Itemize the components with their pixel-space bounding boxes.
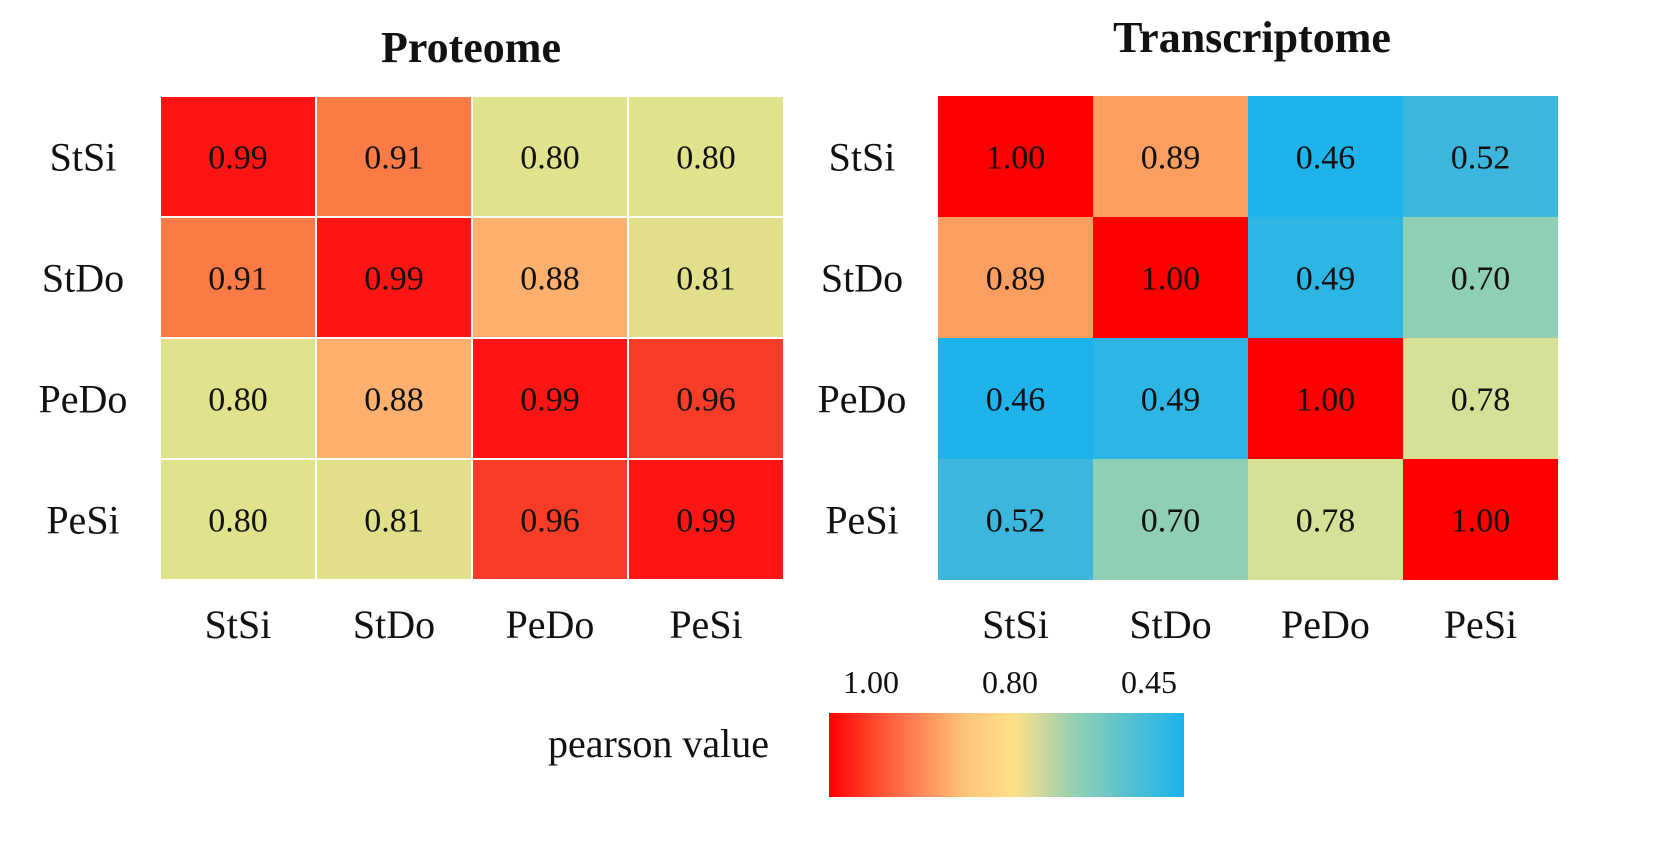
- transcriptome-cell-label: 0.52: [1451, 140, 1511, 177]
- transcriptome-cell-label: 0.70: [1141, 503, 1201, 540]
- transcriptome-cell-stdo-pedo: [1248, 217, 1403, 338]
- proteome-row-label-pedo: PeDo: [39, 377, 128, 422]
- transcriptome-cell-label: 1.00: [1296, 382, 1356, 419]
- transcriptome-cell-label: 0.46: [1296, 140, 1356, 177]
- transcriptome-cell-pesi-stdo: [1093, 459, 1248, 580]
- transcriptome-col-label-pesi: PeSi: [1444, 602, 1517, 647]
- transcriptome-cell-pedo-pesi: [1403, 338, 1558, 459]
- proteome-col-label-pesi: PeSi: [669, 602, 742, 647]
- colorbar-legend: pearson value 1.00 0.80 0.45: [548, 664, 1184, 797]
- transcriptome-col-label-stdo: StDo: [1129, 602, 1211, 647]
- transcriptome-cell-label: 0.70: [1451, 261, 1511, 298]
- transcriptome-row-label-stsi: StSi: [829, 135, 896, 180]
- transcriptome-cell-pesi-stsi: [938, 459, 1093, 580]
- proteome-cell-stsi-pesi: [627, 95, 785, 218]
- proteome-cell-stsi-stsi: [159, 95, 317, 218]
- proteome-cell-label: 0.88: [364, 382, 424, 419]
- colorbar: [829, 713, 1184, 797]
- transcriptome-cell-label: 0.78: [1296, 503, 1356, 540]
- proteome-cell-label: 0.91: [364, 140, 424, 177]
- transcriptome-cell-label: 0.46: [986, 382, 1046, 419]
- proteome-row-label-stsi: StSi: [50, 135, 117, 180]
- proteome-cell-label: 0.99: [208, 140, 268, 177]
- transcriptome-heatmap: Transcriptome 1.00 0.89 0.46 0.52 StSi 0.89 1.…: [818, 13, 1558, 647]
- legend-title: pearson value: [548, 721, 769, 766]
- legend-tick-0-45: 0.45: [1121, 664, 1177, 700]
- proteome-cell-label: 0.81: [676, 261, 736, 298]
- proteome-cell-pesi-stdo: [315, 458, 473, 581]
- proteome-cell-stdo-stdo: [315, 216, 473, 339]
- transcriptome-col-label-pedo: PeDo: [1281, 602, 1370, 647]
- proteome-cell-label: 0.99: [676, 503, 736, 540]
- transcriptome-cell-stsi-pedo: [1248, 96, 1403, 217]
- transcriptome-col-label-stsi: StSi: [982, 602, 1049, 647]
- transcriptome-cell-label: 0.52: [986, 503, 1046, 540]
- transcriptome-cell-pesi-pesi: [1403, 459, 1558, 580]
- proteome-cell-pedo-pesi: [627, 337, 785, 460]
- transcriptome-cell-label: 1.00: [1451, 503, 1511, 540]
- proteome-cell-stdo-pesi: [627, 216, 785, 339]
- proteome-cell-pedo-stdo: [315, 337, 473, 460]
- proteome-cell-label: 0.80: [208, 503, 268, 540]
- transcriptome-cell-pedo-stdo: [1093, 338, 1248, 459]
- transcriptome-row-label-stdo: StDo: [821, 256, 903, 301]
- proteome-cell-label: 0.80: [520, 140, 580, 177]
- proteome-cell-label: 0.88: [520, 261, 580, 298]
- legend-tick-0-80: 0.80: [982, 664, 1038, 700]
- proteome-heatmap: Proteome 0.99 0.91 0.80 0.80 StSi 0.91 0.99 0.8…: [39, 23, 785, 647]
- proteome-col-label-pedo: PeDo: [506, 602, 595, 647]
- proteome-cell-pesi-stsi: [159, 458, 317, 581]
- proteome-cell-label: 0.80: [676, 140, 736, 177]
- transcriptome-cell-pedo-pedo: [1248, 338, 1403, 459]
- proteome-cell-stsi-pedo: [471, 95, 629, 218]
- proteome-cell-label: 0.81: [364, 503, 424, 540]
- transcriptome-cell-stsi-stsi: [938, 96, 1093, 217]
- transcriptome-cell-stdo-pesi: [1403, 217, 1558, 338]
- proteome-title: Proteome: [381, 23, 561, 72]
- transcriptome-cell-stsi-stdo: [1093, 96, 1248, 217]
- transcriptome-row-label-pedo: PeDo: [818, 377, 907, 422]
- transcriptome-cell-pesi-pedo: [1248, 459, 1403, 580]
- transcriptome-cell-label: 1.00: [986, 140, 1046, 177]
- proteome-row-label-pesi: PeSi: [46, 498, 119, 543]
- proteome-cell-pesi-pesi: [627, 458, 785, 581]
- proteome-row-label-stdo: StDo: [42, 256, 124, 301]
- transcriptome-cell-stdo-stdo: [1093, 217, 1248, 338]
- proteome-col-label-stsi: StSi: [205, 602, 272, 647]
- transcriptome-cell-label: 0.78: [1451, 382, 1511, 419]
- transcriptome-cell-stsi-pesi: [1403, 96, 1558, 217]
- transcriptome-cell-label: 0.49: [1141, 382, 1201, 419]
- proteome-cell-label: 0.96: [676, 382, 736, 419]
- legend-tick-1-00: 1.00: [843, 664, 899, 700]
- proteome-col-label-stdo: StDo: [353, 602, 435, 647]
- proteome-cell-label: 0.99: [364, 261, 424, 298]
- proteome-cell-label: 0.99: [520, 382, 580, 419]
- proteome-cell-label: 0.91: [208, 261, 268, 298]
- proteome-cell-label: 0.96: [520, 503, 580, 540]
- transcriptome-cell-label: 0.49: [1296, 261, 1356, 298]
- transcriptome-title: Transcriptome: [1113, 13, 1391, 62]
- proteome-cell-stsi-stdo: [315, 95, 473, 218]
- proteome-cell-label: 0.80: [208, 382, 268, 419]
- transcriptome-row-label-pesi: PeSi: [825, 498, 898, 543]
- transcriptome-cell-label: 0.89: [1141, 140, 1201, 177]
- transcriptome-cell-pedo-stsi: [938, 338, 1093, 459]
- transcriptome-cell-label: 0.89: [986, 261, 1046, 298]
- transcriptome-cell-label: 1.00: [1141, 261, 1201, 298]
- transcriptome-cell-stdo-stsi: [938, 217, 1093, 338]
